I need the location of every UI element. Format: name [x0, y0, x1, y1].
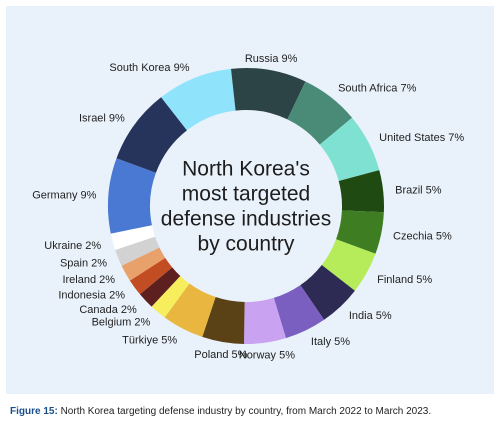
slice-south-korea [161, 68, 236, 131]
label-spain: Spain 2% [60, 257, 107, 269]
label-india: India 5% [349, 310, 392, 322]
label-brazil: Brazil 5% [395, 185, 442, 197]
label-canada: Canada 2% [79, 304, 137, 316]
slice-russia [231, 68, 306, 120]
label-indonesia: Indonesia 2% [58, 290, 125, 302]
figure-caption: Figure 15: North Korea targeting defense… [10, 405, 494, 418]
caption-text: North Korea targeting defense industry b… [60, 406, 432, 417]
slice-belgium [151, 276, 190, 318]
slice-ireland [121, 247, 166, 281]
slice-italy [273, 285, 325, 339]
label-poland: Poland 5% [194, 349, 247, 361]
chart-title-line: most targeted [182, 183, 310, 206]
slice-t-rkiye [164, 283, 216, 337]
chart-title: North Korea's most targeted defense indust… [161, 158, 331, 256]
label-finland: Finland 5% [377, 274, 432, 286]
chart-title-line: defense industries [161, 208, 331, 231]
label-south-africa: South Africa 7% [338, 83, 416, 95]
chart-title-line: North Korea's [182, 158, 310, 181]
slice-poland [202, 297, 245, 344]
label-ukraine: Ukraine 2% [44, 240, 101, 252]
slice-brazil [338, 170, 384, 213]
label-israel: Israel 9% [79, 113, 125, 125]
slice-south-africa [287, 81, 353, 145]
slice-spain [115, 236, 160, 266]
label-germany: Germany 9% [32, 190, 96, 202]
label-italy: Italy 5% [311, 336, 350, 348]
label-united-states: United States 7% [379, 132, 464, 144]
chart-title-line: by country [198, 233, 295, 256]
slice-indonesia [129, 257, 173, 295]
slice-norway [244, 297, 286, 344]
slices-layer [108, 68, 384, 344]
caption-label: Figure 15: [10, 406, 58, 417]
slice-finland [321, 239, 376, 291]
label-russia: Russia 9% [245, 53, 298, 65]
slice-ukraine [110, 225, 156, 250]
slice-czechia [336, 210, 384, 254]
label-ireland: Ireland 2% [62, 274, 115, 286]
label-norway: Norway 5% [239, 350, 295, 362]
slice-india [300, 264, 355, 320]
donut-chart: South Korea 9% Russia 9% South Africa 7% Un… [32, 53, 464, 361]
slice-germany [108, 158, 156, 234]
labels-layer: South Korea 9% Russia 9% South Africa 7% Un… [32, 53, 464, 361]
label-belgium: Belgium 2% [92, 316, 151, 328]
label-czechia: Czechia 5% [393, 231, 452, 243]
label-south-korea: South Korea 9% [109, 62, 189, 74]
slice-united-states [319, 117, 380, 182]
slice-canada [139, 267, 181, 307]
label-t-rkiye: Türkiye 5% [122, 334, 177, 346]
slice-israel [116, 97, 187, 173]
